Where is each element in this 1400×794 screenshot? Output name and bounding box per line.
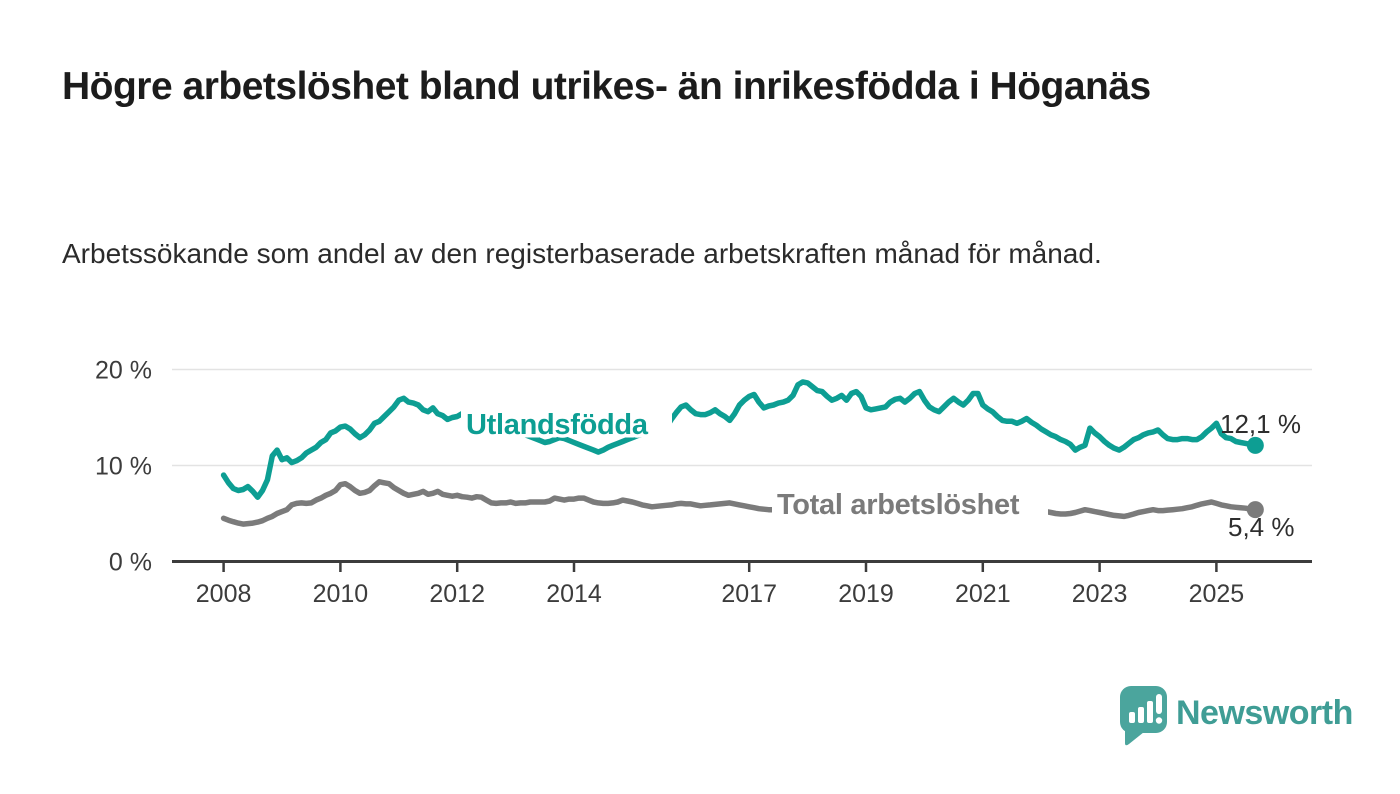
y-tick-label: 10 % <box>95 453 152 481</box>
logo-exclamation-dot <box>1155 717 1163 724</box>
x-tick-label: 2017 <box>721 580 777 608</box>
x-tick-label: 2010 <box>313 580 369 608</box>
end-value-label: 12,1 % <box>1220 409 1301 439</box>
logo-exclamation-bar <box>1156 694 1162 714</box>
series-label-total: Total arbetslöshet <box>777 489 1020 521</box>
series-end-dot-utlandsfodda <box>1246 436 1264 454</box>
x-tick-label: 2008 <box>196 580 252 608</box>
series-label-mask <box>772 490 1048 518</box>
x-tick-label: 2025 <box>1189 580 1245 608</box>
logo-bar-1 <box>1129 712 1135 723</box>
x-tick-label: 2023 <box>1072 580 1128 608</box>
newsworthy-logo-text: Newsworthy <box>1176 694 1352 732</box>
logo-bubble-tail <box>1125 727 1144 746</box>
x-tick-label: 2021 <box>955 580 1011 608</box>
newsworthy-logo-mark <box>1120 686 1167 746</box>
x-tick-label: 2019 <box>838 580 894 608</box>
series-line-total <box>220 479 1259 527</box>
chart-title: Högre arbetslöshet bland utrikes- än inr… <box>62 65 1151 108</box>
end-value-label: 5,4 % <box>1228 512 1295 542</box>
series-line-utlandsfodda <box>220 379 1259 500</box>
y-tick-label: 20 % <box>95 357 152 385</box>
chart-subtitle: Arbetssökande som andel av den registerb… <box>62 238 1102 269</box>
x-tick-label: 2014 <box>546 580 602 608</box>
x-tick-label: 2012 <box>429 580 485 608</box>
series-end-dot-total <box>1246 501 1264 519</box>
series-label-mask <box>461 409 672 437</box>
line-chart: 0 % 10 % 20 % 2008 2010 2012 2014 2017 2019 2021 2… <box>95 357 1312 608</box>
series-label-utlandsfodda: Utlandsfödda <box>466 409 649 441</box>
y-tick-label: 0 % <box>109 549 152 577</box>
logo-bar-3 <box>1147 701 1153 723</box>
logo-bar-2 <box>1138 707 1144 723</box>
newsworthy-logo: Newsworthy <box>1120 686 1352 746</box>
